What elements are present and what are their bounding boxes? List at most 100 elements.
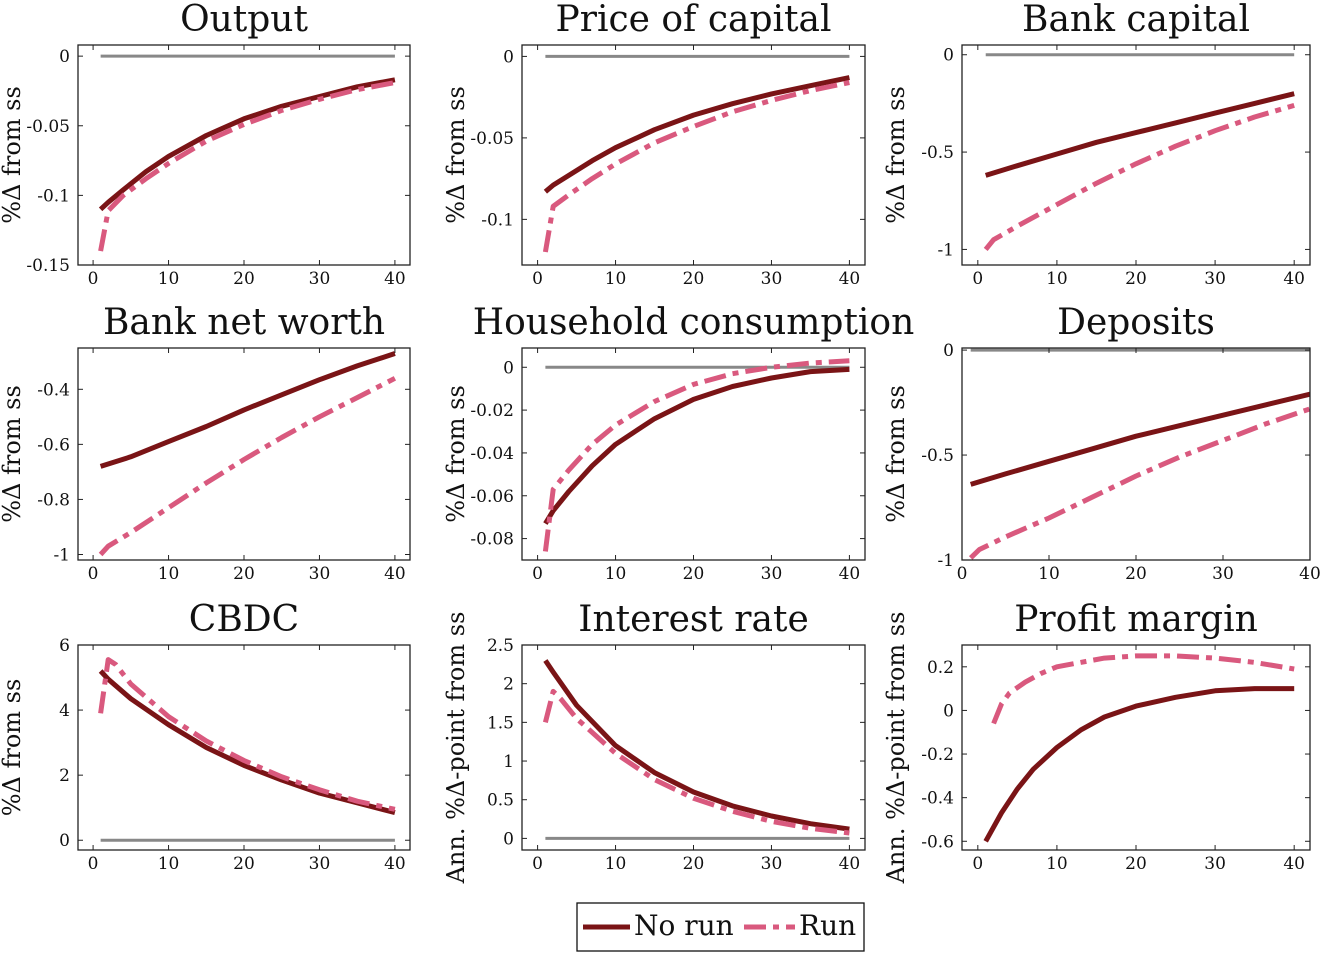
x-tick-label: 30 bbox=[761, 854, 783, 874]
y-tick-label: -1 bbox=[53, 545, 70, 565]
x-tick-label: 40 bbox=[839, 854, 861, 874]
x-tick-label: 20 bbox=[1125, 564, 1147, 584]
y-tick-label: 0.2 bbox=[927, 658, 954, 678]
x-tick-label: 10 bbox=[158, 854, 180, 874]
plot-frame bbox=[521, 644, 866, 851]
x-tick-label: 20 bbox=[683, 564, 705, 584]
series-line-no-run bbox=[984, 91, 1295, 178]
series-line-no-run bbox=[543, 75, 850, 194]
plot-frame bbox=[521, 44, 866, 266]
x-tick-label: 20 bbox=[233, 269, 255, 289]
x-tick-label: 40 bbox=[839, 564, 861, 584]
x-tick-label: 20 bbox=[683, 854, 705, 874]
plot-frame bbox=[77, 644, 411, 851]
x-tick-label: 10 bbox=[158, 564, 180, 584]
y-tick-label: -0.4 bbox=[37, 380, 70, 400]
x-tick-label: 0 bbox=[532, 854, 543, 874]
y-axis-label: %Δ from ss bbox=[882, 385, 910, 523]
x-tick-label: 20 bbox=[1125, 269, 1147, 289]
x-tick-label: 10 bbox=[1046, 854, 1068, 874]
y-tick-label: -0.6 bbox=[921, 832, 954, 852]
y-axis-label: %Δ from ss bbox=[0, 679, 26, 817]
legend-label-no-run: No run bbox=[634, 909, 734, 942]
y-tick-label: -0.1 bbox=[37, 186, 70, 206]
x-tick-label: 40 bbox=[384, 854, 406, 874]
y-tick-label: 4 bbox=[59, 701, 70, 721]
panel-title: Deposits bbox=[1057, 302, 1215, 343]
y-tick-label: 6 bbox=[59, 636, 70, 656]
x-tick-label: 0 bbox=[88, 854, 99, 874]
panel-bank_capital: Bank capital %Δ from ss 0 10 20 30 40 -1 -0.5 0 bbox=[882, 0, 1311, 289]
x-tick-label: 20 bbox=[1125, 854, 1147, 874]
y-tick-label: -0.08 bbox=[470, 530, 514, 550]
series-line-no-run bbox=[543, 659, 850, 832]
y-tick-label: 0.5 bbox=[487, 791, 514, 811]
x-tick-label: 0 bbox=[972, 269, 983, 289]
panel-title: Profit margin bbox=[1014, 599, 1258, 640]
x-tick-label: 0 bbox=[532, 564, 543, 584]
y-tick-label: 1 bbox=[503, 752, 514, 772]
y-tick-label: -0.15 bbox=[26, 256, 70, 276]
series-line-no-run bbox=[543, 366, 850, 525]
y-tick-label: -0.2 bbox=[921, 745, 954, 765]
y-tick-label: 0 bbox=[503, 47, 514, 67]
y-tick-label: 0 bbox=[503, 829, 514, 849]
series-line-no-run bbox=[99, 351, 396, 469]
series-line-no-run bbox=[983, 686, 1295, 843]
y-tick-label: 0 bbox=[59, 47, 70, 67]
panel-price_of_capital: Price of capital %Δ from ss 0 10 20 30 40 -0.1 -… bbox=[442, 0, 866, 289]
x-tick-label: 40 bbox=[1283, 269, 1305, 289]
panel-household_consumption: Household consumption %Δ from ss 0 10 20 30 40… bbox=[442, 302, 914, 584]
y-axis-label: Ann. %Δ-point from ss bbox=[442, 612, 470, 885]
series-line-run bbox=[98, 657, 396, 812]
x-tick-label: 20 bbox=[233, 854, 255, 874]
series-line-run bbox=[98, 376, 397, 557]
x-tick-label: 0 bbox=[88, 564, 99, 584]
x-tick-label: 20 bbox=[233, 564, 255, 584]
y-axis-label: Ann. %Δ-point from ss bbox=[882, 612, 910, 885]
panel-title: Price of capital bbox=[556, 0, 832, 40]
y-tick-label: -1 bbox=[937, 551, 954, 571]
x-tick-label: 40 bbox=[384, 269, 406, 289]
plot-frame bbox=[961, 347, 1311, 561]
panel-profit_margin: Profit margin Ann. %Δ-point from ss 0 10 20 3… bbox=[882, 599, 1311, 885]
y-tick-label: -0.1 bbox=[481, 210, 514, 230]
panel-cbdc: CBDC %Δ from ss 0 10 20 30 40 0 2 4 6 bbox=[0, 599, 411, 874]
x-tick-label: 0 bbox=[957, 564, 968, 584]
y-tick-label: 2 bbox=[503, 675, 514, 695]
y-tick-label: -0.05 bbox=[470, 129, 514, 149]
series-line-run bbox=[983, 103, 1295, 251]
panel-title: Household consumption bbox=[473, 302, 915, 343]
y-axis-label: %Δ from ss bbox=[0, 86, 26, 224]
x-tick-label: 40 bbox=[839, 269, 861, 289]
y-tick-label: -1 bbox=[937, 240, 954, 260]
panel-deposits: Deposits %Δ from ss 0 10 20 30 40 -1 -0.5 0 bbox=[882, 302, 1321, 584]
y-axis-label: %Δ from ss bbox=[442, 385, 470, 523]
legend-label-run: Run bbox=[799, 909, 856, 942]
y-axis-label: %Δ from ss bbox=[442, 86, 470, 224]
y-tick-label: 0 bbox=[59, 831, 70, 851]
y-tick-label: -0.8 bbox=[37, 490, 70, 510]
series-line-no-run bbox=[98, 77, 396, 212]
x-tick-label: 30 bbox=[761, 269, 783, 289]
plot-frame bbox=[521, 347, 866, 561]
plot-frame bbox=[77, 347, 411, 561]
series-line-run bbox=[968, 406, 1310, 560]
y-tick-label: -0.4 bbox=[921, 789, 954, 809]
legend: No run Run bbox=[576, 902, 865, 952]
panel-output: Output %Δ from ss 0 10 20 30 40 -0.15 -0.1 -0.05 0 bbox=[0, 0, 411, 289]
panel-title: CBDC bbox=[189, 599, 299, 640]
y-tick-label: 0 bbox=[943, 46, 954, 66]
y-axis-label: %Δ from ss bbox=[882, 86, 910, 224]
series-line-no-run bbox=[98, 669, 396, 816]
series-line-no-run bbox=[969, 391, 1310, 487]
x-tick-label: 30 bbox=[761, 564, 783, 584]
y-tick-label: 2.5 bbox=[487, 636, 514, 656]
x-tick-label: 0 bbox=[88, 269, 99, 289]
x-tick-label: 0 bbox=[972, 854, 983, 874]
y-tick-label: -0.05 bbox=[26, 117, 70, 137]
x-tick-label: 30 bbox=[1212, 564, 1234, 584]
x-tick-label: 30 bbox=[309, 269, 331, 289]
y-tick-label: -0.5 bbox=[921, 446, 954, 466]
